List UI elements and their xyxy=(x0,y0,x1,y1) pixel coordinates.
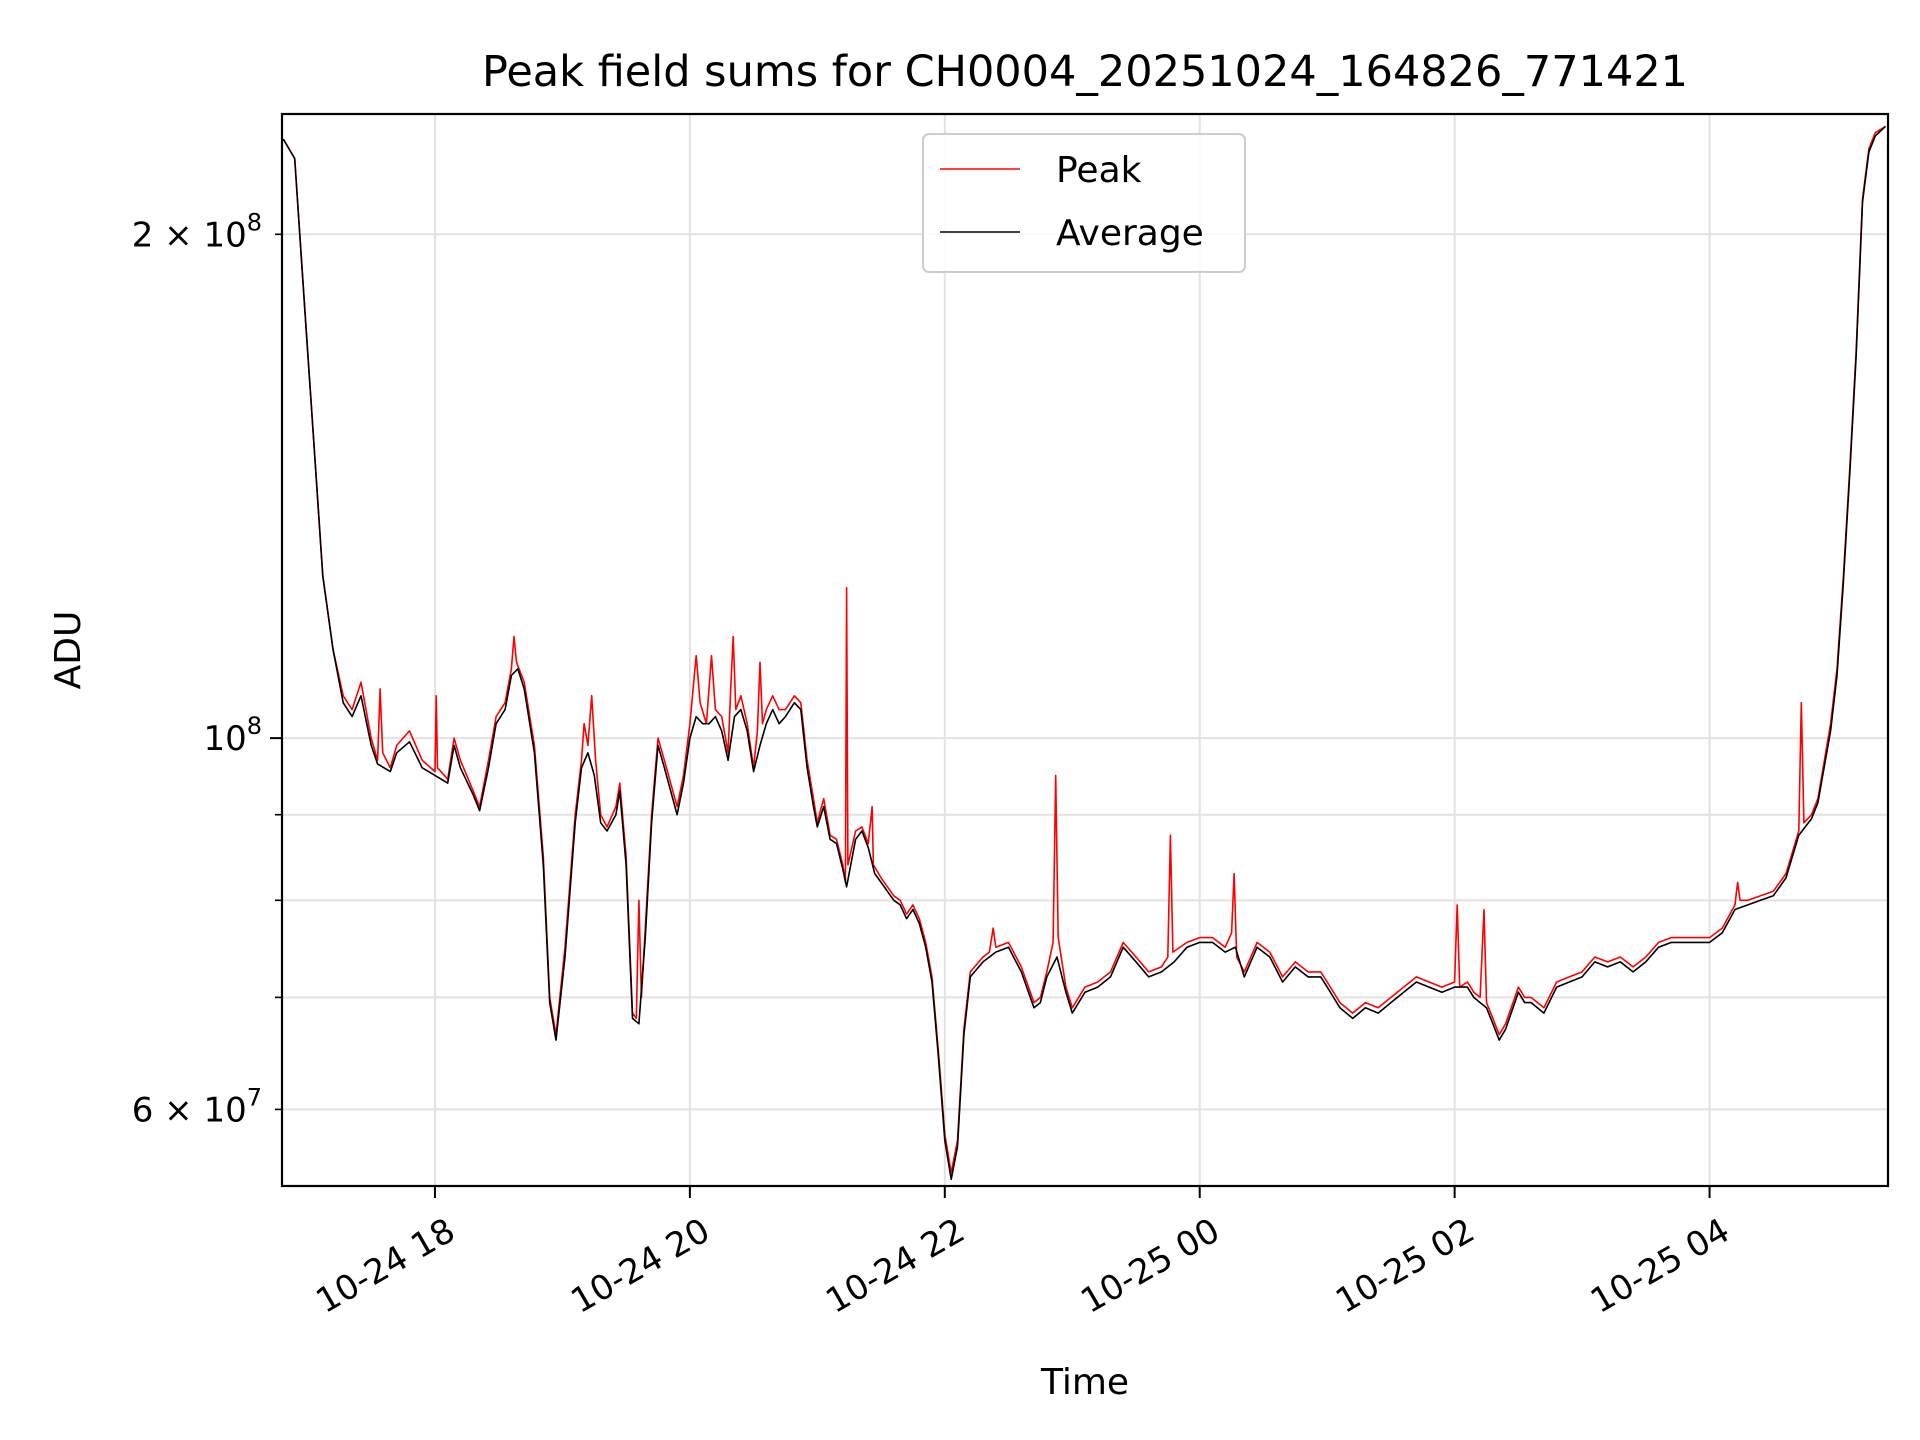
y-tick-label-exponent: 7 xyxy=(247,1083,262,1111)
y-tick-label-exponent: 8 xyxy=(247,712,262,740)
y-axis-label: ADU xyxy=(48,611,89,690)
legend-label-average: Average xyxy=(1056,213,1204,254)
plot-frame xyxy=(280,112,1890,1188)
y-tick-label-base: 6 × 10 xyxy=(132,1090,247,1130)
x-axis-label: Time xyxy=(1040,1362,1129,1403)
legend: Peak Average xyxy=(922,133,1246,273)
y-tick-label: 108 xyxy=(203,712,262,759)
series-layer xyxy=(282,125,1887,1181)
y-tick-label-base: 2 × 10 xyxy=(132,215,247,255)
chart-title: Peak field sums for CH0004_20251024_1648… xyxy=(482,47,1688,97)
y-tick-label-base: 10 xyxy=(203,719,246,759)
series-line-average xyxy=(282,125,1887,1181)
y-tick-label: 6 × 107 xyxy=(132,1083,262,1130)
axis-ticks xyxy=(270,233,1711,1198)
legend-label-peak: Peak xyxy=(1056,150,1142,191)
y-tick-label: 2 × 108 xyxy=(132,208,262,255)
y-tick-label-exponent: 8 xyxy=(247,208,262,236)
